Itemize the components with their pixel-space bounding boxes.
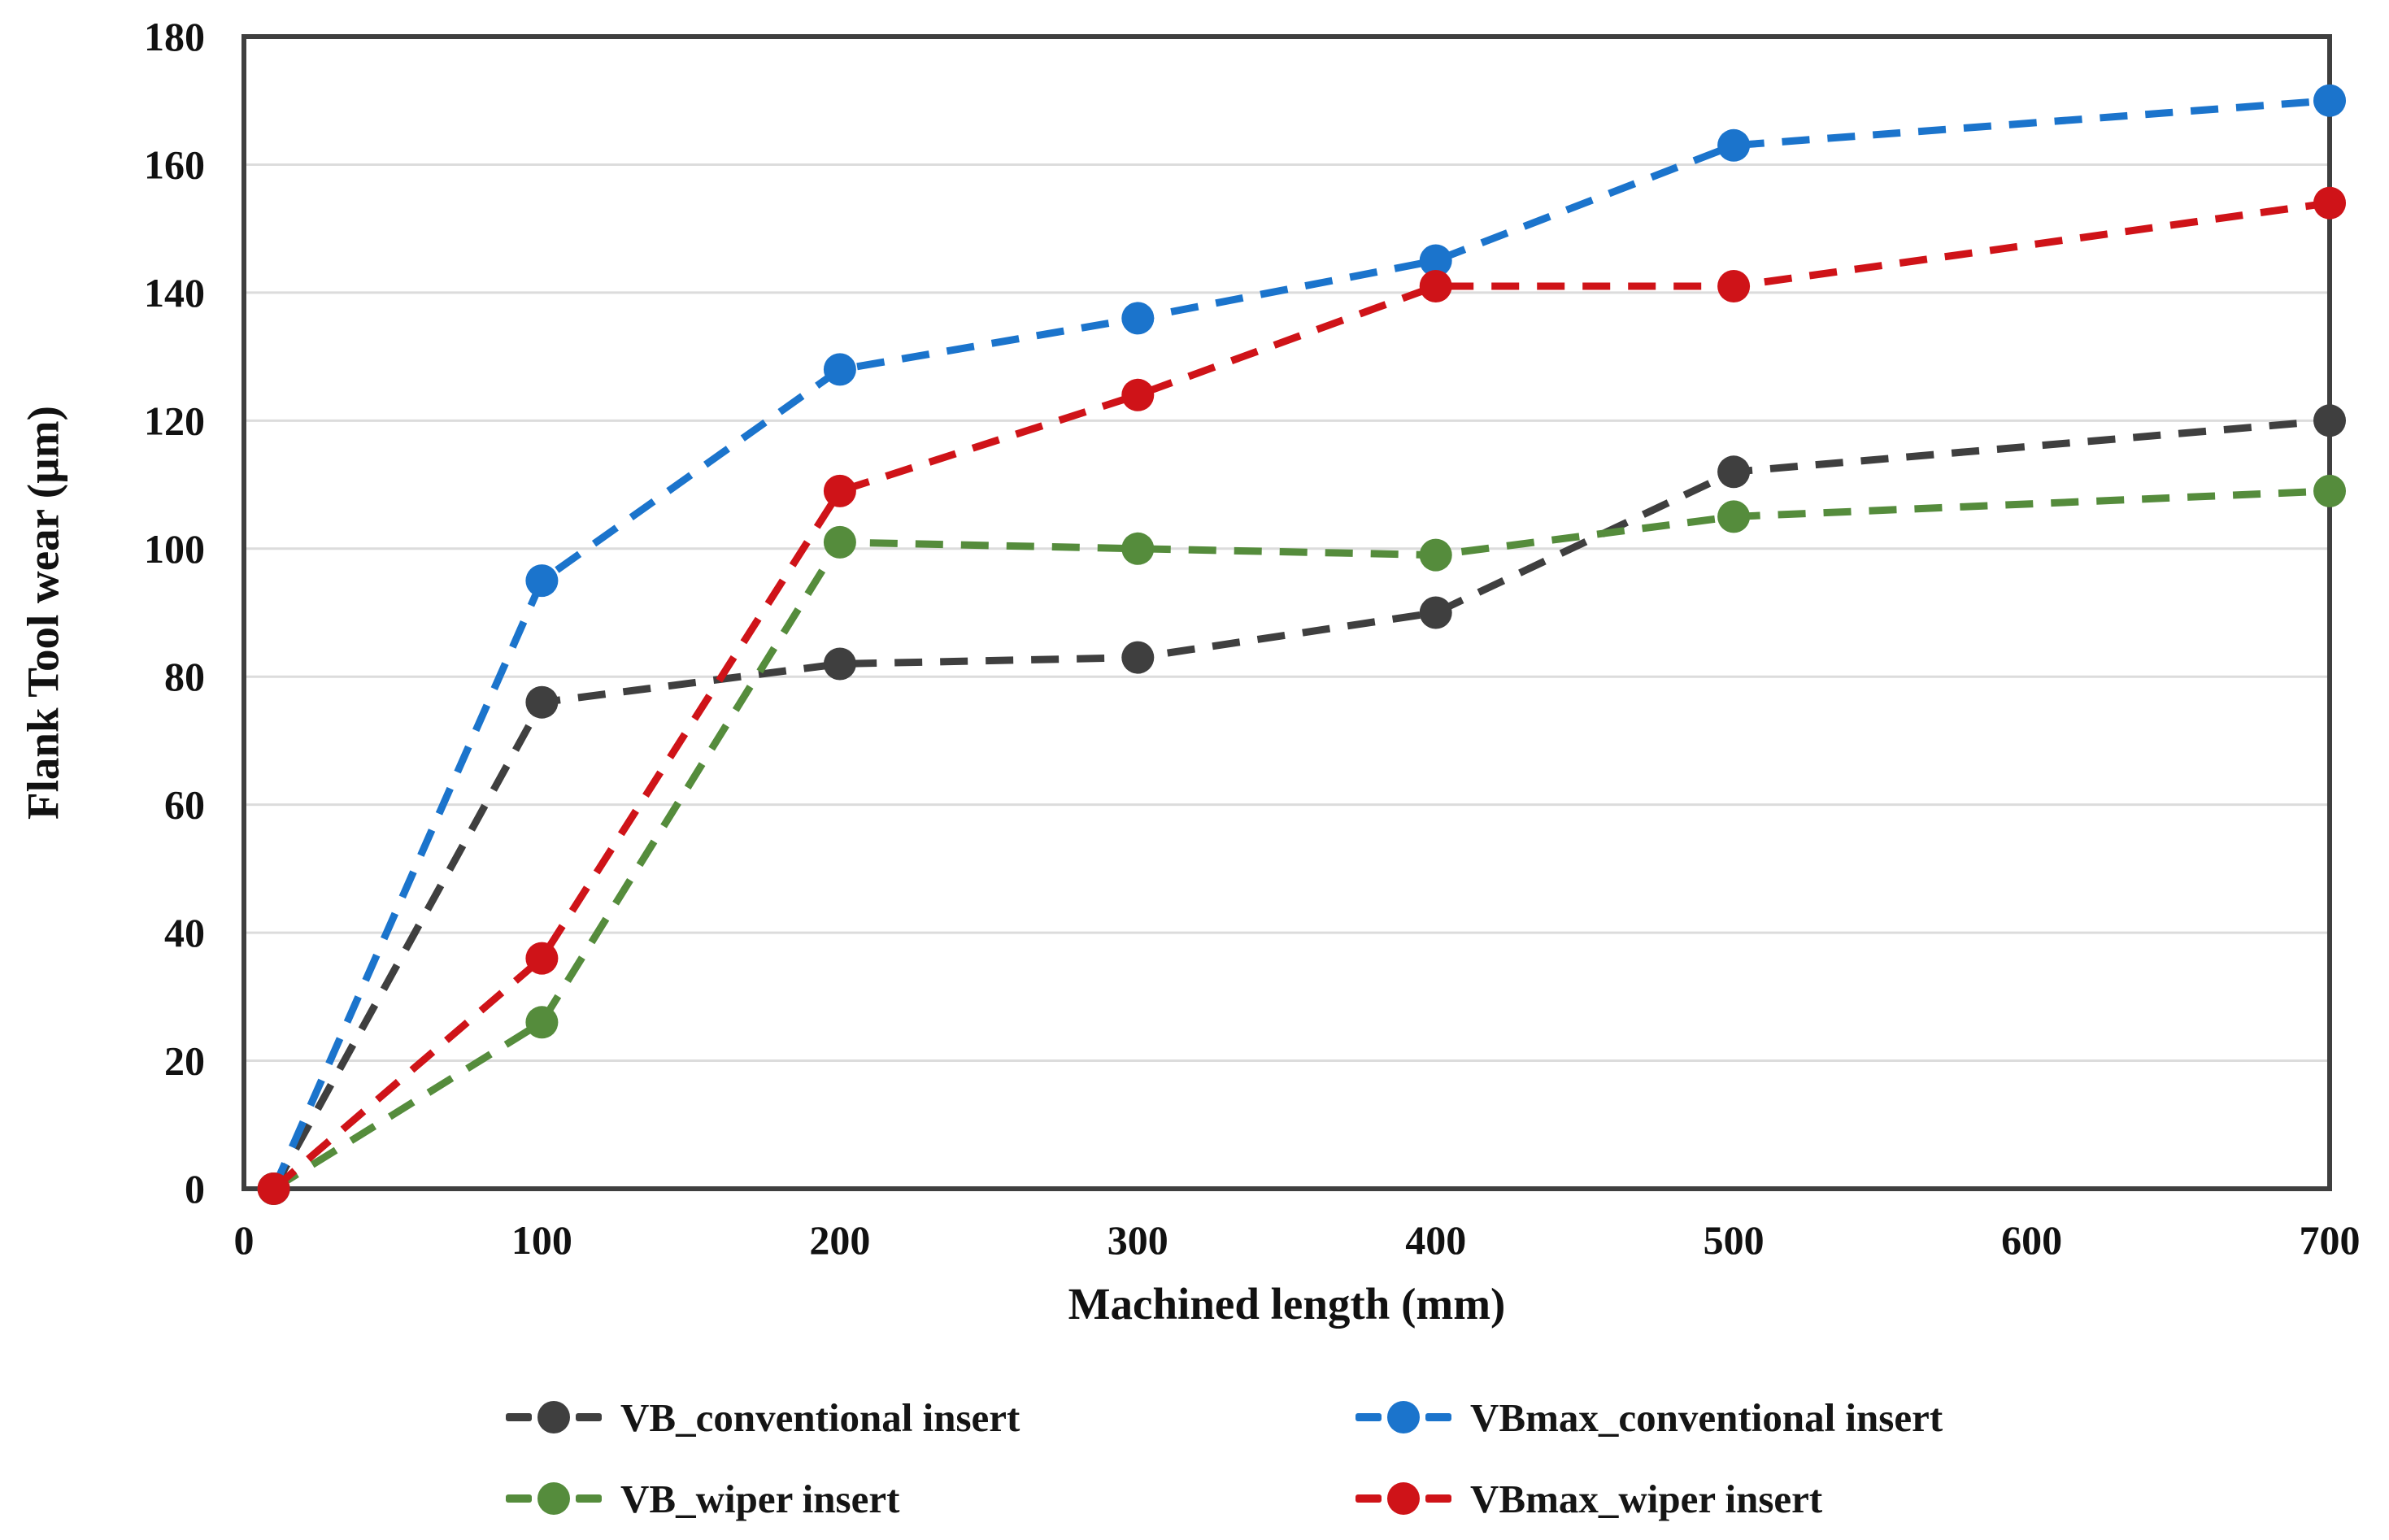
legend-dash-dot-marker-icon	[500, 1401, 607, 1433]
data-point	[823, 353, 856, 386]
legend-dash-dot-marker-icon	[500, 1482, 607, 1515]
y-tick-label: 160	[144, 141, 205, 187]
legend-label: VBmax_conventional insert	[1470, 1394, 1943, 1440]
legend-dash-dot-marker-icon	[1350, 1401, 1457, 1433]
y-tick-label: 20	[164, 1038, 205, 1084]
y-tick-label: 180	[144, 14, 205, 59]
data-point	[1121, 302, 1155, 335]
data-point	[1419, 244, 1452, 277]
data-point	[1121, 641, 1155, 674]
x-tick-label: 500	[1704, 1217, 1765, 1263]
x-tick-label: 0	[234, 1217, 255, 1263]
data-point	[1717, 270, 1751, 302]
y-axis-title: Flank Tool wear (µm)	[18, 406, 68, 820]
legend-item-vb-wiper-insert: VB_wiper insert	[500, 1473, 1350, 1524]
x-axis-title: Machined length (mm)	[1068, 1279, 1506, 1329]
series-line-2	[272, 487, 2330, 1192]
legend-item-vbmax-conventional-insert: VBmax_conventional insert	[1350, 1392, 1943, 1442]
y-tick-label: 100	[144, 526, 205, 572]
y-tick-label: 40	[164, 910, 205, 955]
data-point	[525, 685, 559, 719]
data-point	[1419, 270, 1452, 302]
y-tick-label: 120	[144, 398, 205, 443]
data-point	[1717, 500, 1751, 533]
legend-item-vbmax-wiper-insert: VBmax_wiper insert	[1350, 1473, 1943, 1524]
y-tick-label: 80	[164, 654, 205, 699]
y-tick-label: 0	[185, 1166, 205, 1212]
data-point	[823, 525, 856, 559]
legend-label: VB_wiper insert	[620, 1476, 900, 1521]
data-point	[2313, 474, 2346, 507]
plot-border	[242, 34, 2332, 1191]
x-tick-label: 700	[2300, 1217, 2361, 1263]
y-tick-label: 140	[144, 270, 205, 315]
data-point	[525, 942, 559, 975]
data-point	[823, 474, 856, 507]
y-tick-label: 60	[164, 782, 205, 828]
legend-label: VBmax_wiper insert	[1470, 1476, 1823, 1521]
x-tick-label: 300	[1107, 1217, 1168, 1263]
series-line-1	[270, 97, 2330, 1190]
legend-dash-dot-marker-icon	[1350, 1482, 1457, 1515]
data-point	[257, 1172, 290, 1205]
x-tick-label: 200	[809, 1217, 870, 1263]
x-tick-label: 600	[2001, 1217, 2062, 1263]
data-point	[1121, 532, 1155, 565]
legend-item-vb-conventional-insert: VB_conventional insert	[500, 1392, 1350, 1442]
data-point	[1419, 596, 1452, 629]
legend: VB_conventional insert VBmax_conventiona…	[500, 1392, 1943, 1524]
data-point	[823, 647, 856, 681]
data-point	[525, 1006, 559, 1039]
data-point	[1121, 378, 1155, 411]
legend-label: VB_conventional insert	[620, 1394, 1020, 1440]
data-point	[1419, 538, 1452, 572]
data-point	[2313, 84, 2346, 117]
x-tick-label: 400	[1405, 1217, 1466, 1263]
x-tick-label: 100	[511, 1217, 572, 1263]
data-point	[2313, 404, 2346, 437]
data-point	[1717, 455, 1751, 489]
data-point	[1717, 128, 1751, 162]
data-point	[2313, 186, 2346, 220]
data-point	[525, 564, 559, 598]
